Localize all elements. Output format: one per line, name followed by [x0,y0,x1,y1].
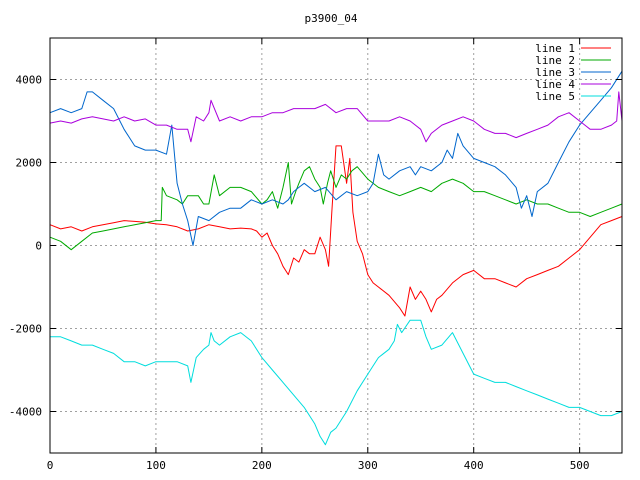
axis-ticks: 0 100 200 300 400 500 -4000 -2000 0 2000 4000 [9,38,622,472]
legend-label-3: line 3 [535,66,575,79]
series-line-5 [50,319,623,446]
x-tick-label: 500 [570,459,590,472]
y-tick-label: -4000 [9,406,42,419]
x-tick-label: 300 [358,459,378,472]
legend-label-1: line 1 [535,42,575,55]
series-line-4 [49,91,623,143]
grid [50,38,622,453]
series-group [49,70,623,446]
chart-title: p3900_04 [305,12,358,25]
series-line-3 [49,70,623,246]
x-tick-label: 200 [252,459,272,472]
legend-label-4: line 4 [535,78,575,91]
x-tick-label: 0 [47,459,54,472]
series-line-2 [49,162,623,251]
y-tick-label: 0 [35,240,42,253]
y-tick-label: 2000 [16,157,43,170]
legend-label-5: line 5 [535,90,575,103]
legend-label-2: line 2 [535,54,575,67]
y-tick-label: -2000 [9,323,42,336]
x-tick-label: 400 [464,459,484,472]
series-line-1 [49,145,623,317]
y-tick-label: 4000 [16,74,43,87]
x-tick-label: 100 [146,459,166,472]
